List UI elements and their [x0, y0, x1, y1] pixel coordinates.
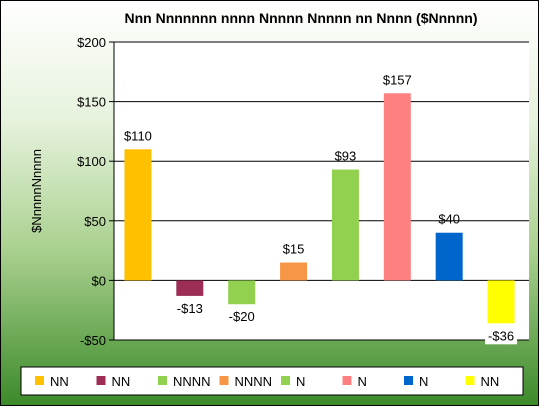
data-label: $15 — [283, 242, 305, 257]
y-tick-label: $150 — [77, 95, 106, 110]
data-label: $110 — [124, 128, 152, 143]
data-label: -$13 — [177, 301, 203, 316]
legend-swatch — [465, 376, 475, 385]
y-tick-label: -$50 — [80, 333, 106, 348]
data-label-bg — [485, 327, 518, 345]
legend-swatch — [342, 376, 352, 385]
legend-swatch — [219, 376, 229, 385]
bars — [124, 93, 515, 324]
data-label: -$36 — [488, 328, 514, 343]
legend: NN NN NNNN NNNN N N N NN — [35, 374, 499, 389]
bar — [487, 280, 515, 324]
data-label: $40 — [438, 212, 460, 227]
bar — [331, 169, 359, 281]
y-tick-label: $200 — [77, 35, 106, 50]
data-labels: $110 -$13 -$20 $15 $93 $157 $40 -$36 — [124, 72, 518, 345]
legend-entry: NN — [112, 374, 131, 389]
bar — [124, 149, 152, 281]
legend-swatch — [404, 376, 413, 385]
data-label: -$20 — [229, 309, 255, 324]
plot-area — [114, 42, 529, 340]
legend-entry: N — [419, 374, 428, 389]
legend-entry: NN — [50, 374, 69, 389]
y-tick-label: $100 — [77, 154, 106, 169]
y-axis-label: $NnnnnNnnnn — [29, 149, 44, 233]
chart-title: Nnn Nnnnnnn nnnn Nnnnn Nnnnn nn Nnnn ($N… — [124, 10, 477, 26]
legend-swatch — [96, 376, 106, 385]
y-tick-label: $0 — [92, 273, 106, 288]
bar — [280, 262, 308, 281]
y-axis-ticks: -$50 $0 $50 $100 $150 $200 — [77, 35, 115, 348]
legend-entry: NNNN — [235, 374, 273, 389]
bar — [383, 93, 411, 281]
bar — [435, 232, 463, 281]
bar — [228, 280, 256, 305]
bar — [176, 280, 204, 296]
legend-entry: NNNN — [173, 374, 211, 389]
y-tick-label: $50 — [84, 214, 106, 229]
legend-swatch — [35, 376, 44, 385]
legend-entry: N — [296, 374, 305, 389]
legend-swatch — [281, 376, 290, 385]
legend-entry: NN — [481, 374, 500, 389]
legend-swatch — [158, 376, 167, 385]
legend-entry: N — [358, 374, 367, 389]
data-label: $93 — [335, 149, 357, 164]
data-label: $157 — [383, 72, 412, 87]
